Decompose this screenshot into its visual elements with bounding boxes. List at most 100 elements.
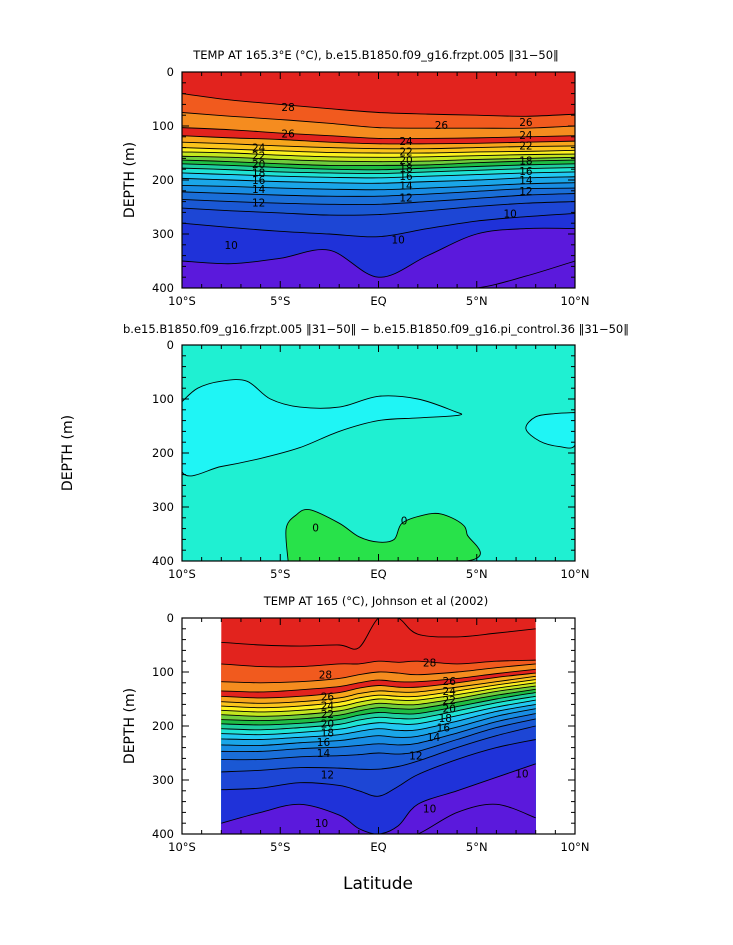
contour-20 bbox=[182, 159, 575, 167]
y-tick-label: 200 bbox=[152, 719, 174, 733]
contour-21 bbox=[182, 155, 575, 163]
contour-label: 18 bbox=[519, 156, 532, 168]
contour-label: 0 bbox=[312, 523, 319, 535]
panel-temperature-difference: b.e15.B1850.f09_g16.frzpt.005 ‖31−50‖ − … bbox=[60, 322, 629, 581]
y-tick-label: 0 bbox=[167, 611, 174, 625]
contour-label: 18 bbox=[439, 713, 452, 725]
contour-label: 16 bbox=[437, 723, 451, 735]
contour-label: 24 bbox=[519, 130, 533, 142]
contour-14 bbox=[221, 713, 536, 753]
y-tick-label: 300 bbox=[152, 500, 174, 514]
contour-22 bbox=[221, 682, 536, 713]
contour-26 bbox=[182, 127, 575, 140]
contour-23 bbox=[182, 147, 575, 154]
contour-label: 0 bbox=[401, 516, 408, 528]
x-tick-label: 10°S bbox=[168, 294, 196, 308]
contour-29 bbox=[221, 618, 536, 650]
contour-label: 20 bbox=[252, 159, 265, 171]
contour-27 bbox=[182, 112, 575, 129]
contour-20 bbox=[221, 688, 536, 722]
y-tick-label: 100 bbox=[152, 665, 174, 679]
contour-label: 24 bbox=[443, 686, 457, 698]
contour-10 bbox=[221, 763, 536, 834]
x-axis-label: Latitude bbox=[343, 874, 413, 894]
contour-label: 28 bbox=[319, 670, 332, 682]
positive-anomaly-region bbox=[182, 379, 462, 476]
x-tick-label: 10°N bbox=[561, 840, 590, 854]
y-tick-label: 400 bbox=[152, 827, 174, 841]
contour-label: 14 bbox=[399, 180, 413, 192]
contour-label: 12 bbox=[399, 192, 412, 204]
contour-label: 24 bbox=[321, 700, 335, 712]
contour-24 bbox=[182, 141, 575, 150]
contour-label: 22 bbox=[399, 146, 412, 158]
contour-label: 10 bbox=[224, 240, 237, 252]
contour-11 bbox=[221, 739, 536, 797]
contour-23 bbox=[221, 679, 536, 709]
temperature-band-10 bbox=[182, 228, 575, 288]
contour-15 bbox=[182, 182, 575, 191]
contour-label: 16 bbox=[399, 171, 413, 183]
contour-18 bbox=[221, 695, 536, 731]
contour-label: 14 bbox=[427, 732, 441, 744]
x-tick-label: 10°N bbox=[561, 567, 590, 581]
temperature-band-9 bbox=[221, 804, 536, 834]
y-axis-label: DEPTH (m) bbox=[60, 415, 76, 491]
x-tick-label: EQ bbox=[370, 840, 386, 854]
x-tick-label: 5°S bbox=[270, 567, 290, 581]
panel-observed-temperature: TEMP AT 165 (°C), Johnson et al (2002) 2… bbox=[122, 594, 590, 894]
contour-label: 28 bbox=[423, 657, 436, 669]
contour-zero bbox=[182, 379, 463, 477]
panel-title: TEMP AT 165 (°C), Johnson et al (2002) bbox=[263, 594, 488, 608]
contour-17 bbox=[221, 699, 536, 736]
panel-model-temperature: TEMP AT 165.3°E (°C), b.e15.B1850.f09_g1… bbox=[122, 48, 590, 308]
contour-label: 12 bbox=[252, 198, 265, 210]
contour-9 bbox=[221, 803, 536, 834]
contour-25 bbox=[221, 672, 536, 699]
contour-16 bbox=[221, 703, 536, 741]
contour-label: 26 bbox=[281, 129, 295, 141]
contour-label: 22 bbox=[321, 709, 334, 721]
x-tick-label: 5°S bbox=[270, 294, 290, 308]
x-tick-label: 5°S bbox=[270, 840, 290, 854]
contour-11 bbox=[182, 213, 575, 238]
contour-label: 10 bbox=[315, 818, 328, 830]
contour-21 bbox=[221, 685, 536, 717]
y-tick-label: 100 bbox=[152, 392, 174, 406]
y-axis-label: DEPTH (m) bbox=[122, 688, 138, 764]
contour-16 bbox=[182, 176, 575, 184]
x-tick-label: EQ bbox=[370, 294, 386, 308]
x-tick-label: 5°N bbox=[466, 294, 488, 308]
contour-label: 24 bbox=[399, 136, 413, 148]
panel-title: b.e15.B1850.f09_g16.frzpt.005 ‖31−50‖ − … bbox=[123, 322, 629, 336]
contour-13 bbox=[221, 718, 536, 761]
x-tick-label: EQ bbox=[370, 567, 386, 581]
contour-19 bbox=[221, 692, 536, 726]
contour-label: 20 bbox=[321, 718, 334, 730]
contour-label: 22 bbox=[252, 151, 265, 163]
contour-label: 10 bbox=[503, 208, 516, 220]
y-tick-label: 400 bbox=[152, 281, 174, 295]
contour-12 bbox=[182, 201, 575, 216]
contour-label: 26 bbox=[321, 691, 335, 703]
contour-19 bbox=[182, 163, 575, 171]
contour-label: 14 bbox=[252, 184, 266, 196]
contour-27 bbox=[221, 663, 536, 684]
contour-9 bbox=[182, 260, 575, 288]
contour-label: 26 bbox=[519, 117, 533, 129]
contour-label: 16 bbox=[252, 175, 266, 187]
contour-14 bbox=[182, 187, 575, 197]
y-tick-label: 400 bbox=[152, 554, 174, 568]
contour-22 bbox=[182, 151, 575, 158]
y-tick-label: 200 bbox=[152, 173, 174, 187]
panel-title: TEMP AT 165.3°E (°C), b.e15.B1850.f09_g1… bbox=[192, 48, 559, 62]
contour-label: 12 bbox=[409, 751, 422, 763]
y-tick-label: 300 bbox=[152, 227, 174, 241]
contour-label: 26 bbox=[435, 120, 449, 132]
contour-label: 24 bbox=[252, 143, 266, 155]
y-tick-label: 0 bbox=[167, 338, 174, 352]
contour-label: 12 bbox=[519, 186, 532, 198]
contour-label: 18 bbox=[321, 727, 334, 739]
contour-label: 14 bbox=[519, 175, 533, 187]
